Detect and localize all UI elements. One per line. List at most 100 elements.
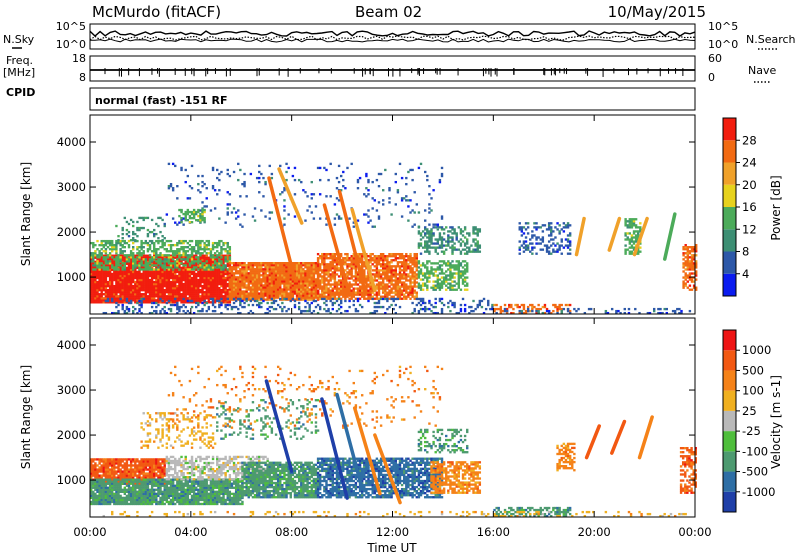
- power-cell: [241, 292, 244, 295]
- power-cell: [270, 176, 274, 180]
- power-cell: [188, 266, 192, 270]
- power-cell: [382, 261, 385, 264]
- power-cell: [119, 262, 122, 265]
- power-cell: [113, 256, 116, 259]
- power-cell: [104, 274, 108, 278]
- power-cell: [436, 246, 440, 249]
- power-cell: [249, 264, 253, 267]
- power-cell: [371, 252, 374, 256]
- power-cell: [180, 282, 183, 286]
- power-cell: [146, 280, 150, 284]
- power-cell: [346, 263, 349, 266]
- power-cell: [247, 276, 250, 279]
- power-cell: [239, 301, 242, 305]
- power-cell: [251, 264, 255, 267]
- power-cell: [247, 296, 250, 299]
- power-cell: [224, 301, 227, 304]
- power-cell: [106, 272, 110, 276]
- power-cell: [312, 272, 316, 275]
- power-cell: [384, 255, 387, 258]
- power-cell: [132, 270, 135, 274]
- power-cell: [344, 293, 347, 296]
- power-cell: [155, 282, 158, 286]
- power-cell: [165, 272, 169, 276]
- power-cell: [367, 289, 370, 292]
- power-cell: [92, 282, 95, 286]
- power-cell: [190, 256, 194, 259]
- power-cell: [153, 268, 156, 271]
- power-cell: [178, 276, 181, 280]
- power-cell: [524, 311, 528, 315]
- power-cell: [373, 293, 376, 296]
- power-cell: [155, 295, 158, 298]
- power-cell: [165, 256, 169, 259]
- power-cell: [403, 277, 406, 280]
- power-cell: [96, 260, 99, 263]
- power-cell: [310, 288, 313, 291]
- power-cell: [121, 299, 124, 302]
- power-cell: [390, 273, 393, 276]
- power-cell: [268, 217, 271, 220]
- power-cell: [228, 262, 232, 265]
- power-cell: [321, 261, 324, 264]
- power-cell: [129, 264, 133, 268]
- power-cell: [369, 257, 372, 260]
- power-cell: [461, 274, 465, 277]
- power-cell: [321, 263, 324, 266]
- power-cell: [251, 311, 255, 315]
- power-cell: [174, 266, 177, 269]
- power-cell: [199, 272, 202, 276]
- power-cell: [447, 301, 450, 305]
- power-cell: [375, 293, 379, 296]
- power-cell: [140, 239, 143, 243]
- power-cell: [392, 259, 395, 262]
- power-cell: [434, 270, 437, 273]
- power-cell: [323, 297, 326, 301]
- power-cell: [365, 275, 368, 278]
- power-cell: [400, 289, 404, 292]
- power-cell: [178, 297, 181, 300]
- power-cell: [184, 282, 187, 286]
- power-cell: [365, 283, 368, 286]
- power-cell: [474, 250, 477, 253]
- power-cell: [499, 309, 503, 313]
- power-cell: [241, 182, 244, 186]
- power-cell: [310, 292, 313, 295]
- power-cell: [249, 268, 253, 271]
- power-cell: [226, 291, 229, 294]
- power-cell: [537, 311, 540, 315]
- power-cell: [274, 268, 278, 271]
- power-cell: [150, 299, 154, 302]
- power-cell: [142, 268, 145, 271]
- power-cell: [398, 252, 402, 256]
- power-cell: [335, 197, 339, 200]
- power-cell: [386, 265, 389, 268]
- power-cell: [134, 270, 137, 274]
- power-cell: [285, 270, 288, 273]
- power-cell: [300, 272, 303, 275]
- power-cell: [165, 295, 169, 298]
- power-cell: [312, 278, 316, 281]
- power-cell: [98, 276, 101, 280]
- power-cell: [356, 291, 360, 294]
- power-cell: [415, 297, 419, 301]
- power-cell: [291, 278, 295, 281]
- power-cell: [205, 274, 208, 278]
- power-cell: [426, 276, 429, 279]
- power-cell: [375, 295, 379, 298]
- power-cell: [119, 239, 122, 243]
- power-cell: [94, 250, 97, 253]
- power-cell: [333, 279, 337, 282]
- power-cell: [207, 239, 211, 243]
- power-cell: [245, 284, 248, 287]
- power-cell: [335, 309, 339, 313]
- power-cell: [451, 236, 454, 239]
- power-cell: [432, 284, 435, 287]
- power-cell: [398, 257, 402, 260]
- power-cell: [388, 277, 391, 280]
- power-cell: [367, 259, 370, 262]
- power-cell: [369, 293, 372, 296]
- power-cell: [186, 309, 190, 313]
- power-cell: [211, 297, 215, 301]
- power-cell: [346, 267, 349, 270]
